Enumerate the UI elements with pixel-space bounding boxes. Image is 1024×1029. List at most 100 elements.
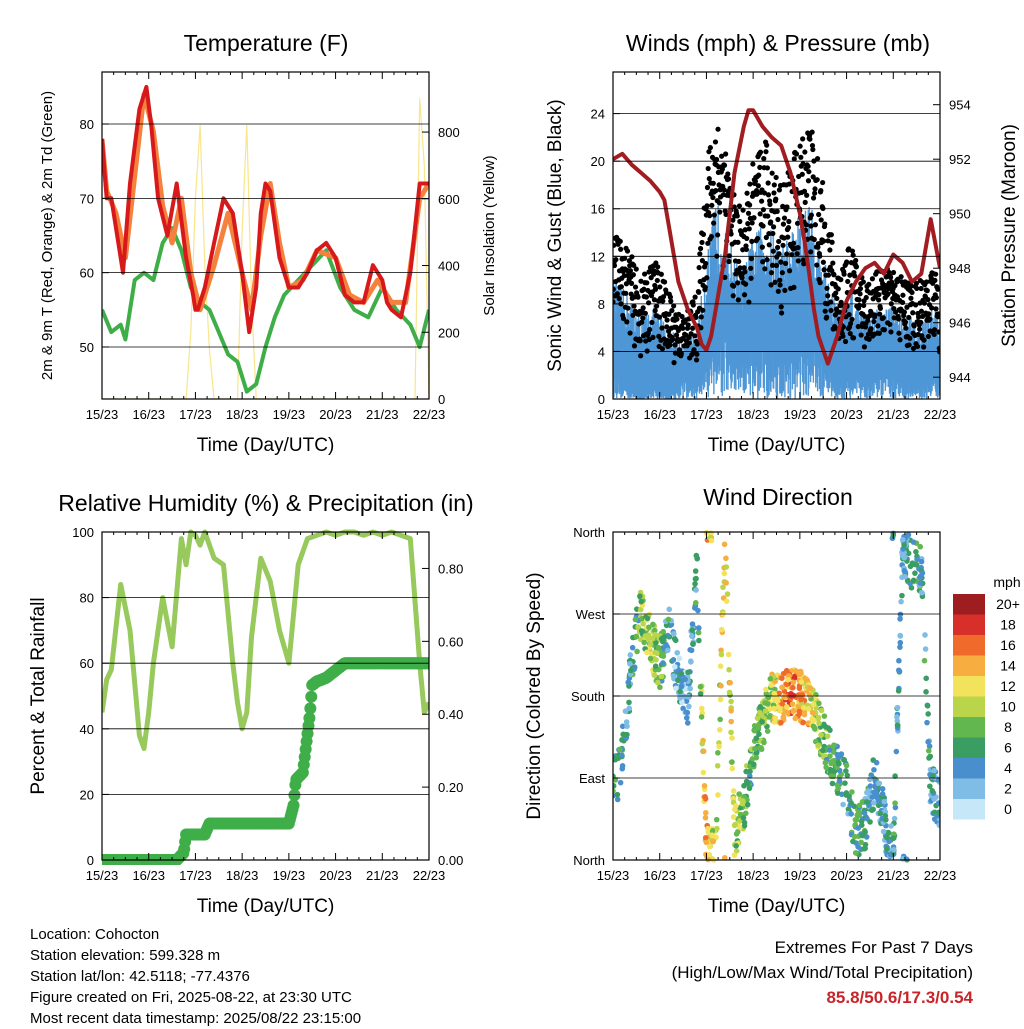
gust-point	[654, 277, 660, 284]
gust-point	[709, 202, 715, 208]
y-tick-label: West	[576, 607, 606, 622]
x-tick-label: 15/23	[86, 407, 119, 422]
y-right-tick-label: 954	[949, 98, 971, 113]
direction-point	[730, 814, 737, 820]
y-tick-label: 8	[598, 297, 605, 312]
direction-point	[816, 700, 822, 707]
direction-point	[931, 796, 937, 802]
direction-point	[666, 606, 673, 613]
direction-point	[746, 773, 753, 779]
chart-title: Relative Humidity (%) & Precipitation (i…	[58, 490, 473, 516]
gust-point	[812, 186, 818, 192]
direction-point	[784, 704, 790, 710]
direction-point	[700, 769, 707, 776]
gust-point	[624, 319, 630, 325]
station-info: Location: Cohocton Station elevation: 59…	[30, 924, 361, 1029]
direction-point	[689, 633, 695, 640]
gust-point	[690, 302, 696, 308]
gust-point	[628, 280, 635, 286]
gust-point	[736, 203, 743, 209]
direction-point	[913, 561, 920, 568]
direction-point	[875, 798, 881, 805]
gust-point	[900, 292, 906, 298]
gust-point	[644, 348, 650, 354]
direction-point	[897, 644, 903, 650]
figure-created: Figure created on Fri, 2025-08-22, at 23…	[30, 989, 352, 1006]
gust-point	[924, 288, 930, 294]
gust-point	[821, 267, 827, 273]
direction-point	[775, 698, 781, 704]
direction-point	[672, 664, 678, 670]
direction-point	[701, 782, 708, 789]
direction-point	[879, 791, 886, 797]
direction-point	[894, 704, 901, 711]
direction-point	[810, 701, 817, 708]
legend-swatch	[953, 635, 985, 656]
series-temp-2m	[102, 84, 429, 335]
direction-point	[761, 739, 767, 746]
gust-point	[705, 165, 711, 172]
gust-point	[919, 313, 926, 319]
gust-point	[814, 177, 820, 183]
x-tick-label: 17/23	[690, 868, 723, 883]
x-tick-label: 21/23	[366, 407, 399, 422]
y-tick-label: 20	[80, 787, 94, 802]
gust-point	[712, 139, 719, 145]
direction-point	[896, 668, 903, 674]
gust-point	[739, 275, 745, 281]
direction-point	[638, 628, 645, 634]
legend-label: 12	[1000, 678, 1016, 694]
gust-point	[704, 203, 710, 209]
gust-point	[735, 280, 741, 286]
gust-point	[698, 325, 704, 331]
direction-point	[683, 715, 690, 721]
direction-point	[935, 777, 940, 783]
y-right-tick-label: 600	[438, 192, 460, 207]
legend-swatch	[953, 676, 985, 697]
gust-point	[759, 198, 765, 204]
humidity-series	[102, 529, 429, 865]
direction-point	[684, 720, 691, 726]
direction-point	[613, 756, 618, 762]
direction-point	[848, 811, 855, 817]
gust-point	[760, 259, 766, 265]
y-tick-label: 24	[591, 107, 605, 122]
direction-point	[927, 753, 934, 760]
gust-point	[639, 319, 645, 325]
y-right-tick-label: 200	[438, 325, 460, 340]
gust-point	[697, 245, 704, 252]
direction-point	[661, 633, 668, 640]
direction-point	[675, 677, 681, 684]
gust-point	[794, 220, 801, 226]
gust-point	[730, 217, 736, 223]
direction-point	[614, 791, 621, 798]
gust-point	[638, 353, 644, 359]
gust-point	[829, 239, 835, 245]
direction-point	[892, 800, 898, 806]
direction-point	[771, 690, 778, 697]
y-axis-label: Sonic Wind & Gust (Blue, Black)	[545, 99, 566, 371]
gust-point	[932, 277, 938, 283]
direction-point	[736, 791, 743, 797]
y-right-tick-label: 0	[438, 392, 445, 407]
gust-point	[706, 149, 712, 155]
gust-point	[641, 286, 647, 292]
direction-point	[899, 536, 906, 543]
gust-point	[825, 293, 831, 299]
gust-point	[869, 276, 876, 282]
direction-point	[883, 817, 889, 823]
direction-point	[619, 752, 625, 759]
direction-point	[796, 685, 803, 692]
gust-point	[857, 291, 863, 297]
gust-point	[775, 216, 781, 223]
direction-point	[619, 737, 625, 743]
direction-point	[798, 670, 804, 676]
gust-point	[888, 329, 894, 335]
gust-point	[765, 192, 772, 198]
gust-point	[782, 287, 788, 293]
gust-point	[866, 336, 872, 342]
gust-point	[761, 156, 767, 162]
gust-point	[696, 289, 702, 295]
direction-point	[647, 655, 654, 662]
gust-point	[744, 235, 750, 242]
